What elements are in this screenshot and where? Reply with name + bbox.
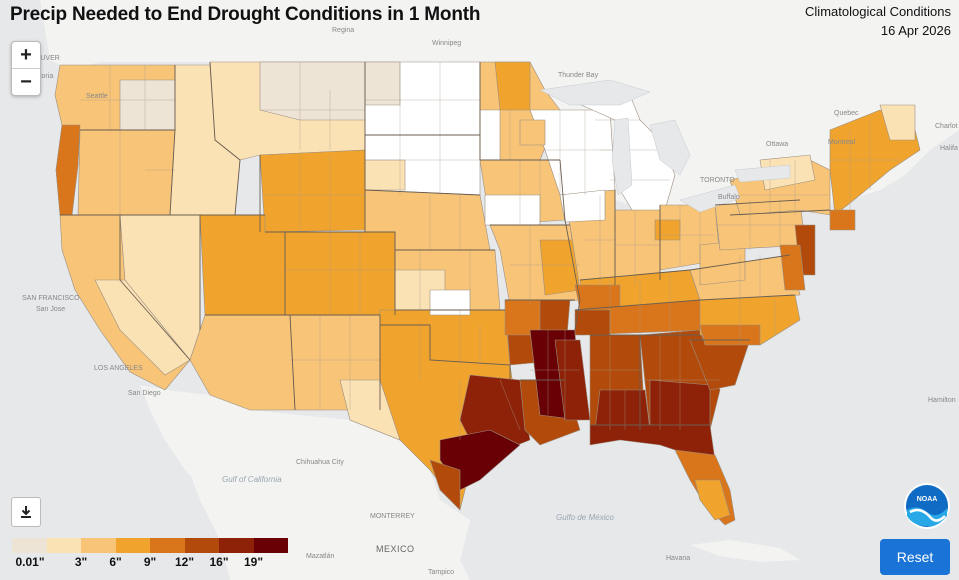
download-icon bbox=[21, 506, 31, 518]
noaa-logo: NOAA bbox=[904, 483, 950, 529]
legend-label: 6" bbox=[109, 555, 122, 569]
label-monterrey: MONTERREY bbox=[370, 513, 415, 520]
label-hamilton: Hamilton bbox=[928, 397, 956, 404]
label-gulf-mexico: Gulfo de México bbox=[556, 513, 614, 522]
label-san-diego: San Diego bbox=[128, 390, 161, 397]
legend-swatch bbox=[219, 538, 254, 553]
legend-labels: 0.01" 3" 6" 9" 12" 16" 19" bbox=[12, 553, 288, 571]
zoom-in-button[interactable]: + bbox=[20, 43, 32, 66]
download-button[interactable] bbox=[11, 497, 41, 527]
legend-swatch bbox=[46, 538, 81, 553]
legend-label: 9" bbox=[143, 555, 157, 569]
legend-swatch bbox=[184, 538, 219, 553]
data-source-label: Climatological Conditions bbox=[805, 4, 951, 19]
label-mexico: MEXICO bbox=[376, 544, 415, 554]
legend-label: 3" bbox=[74, 555, 88, 569]
zoom-out-button[interactable]: − bbox=[12, 68, 40, 95]
label-san-francisco: SAN FRANCISCO bbox=[22, 295, 80, 302]
label-ottawa: Ottawa bbox=[766, 141, 788, 148]
baja-land bbox=[140, 385, 215, 490]
map-meta: Climatological Conditions 16 Apr 2026 bbox=[805, 2, 951, 40]
legend: 0.01" 3" 6" 9" 12" 16" 19" bbox=[12, 538, 288, 571]
label-buffalo: Buffalo bbox=[718, 194, 740, 201]
map-title: Precip Needed to End Drought Conditions … bbox=[10, 4, 481, 25]
label-toronto: TORONTO bbox=[700, 177, 735, 184]
label-regina: Regina bbox=[332, 27, 354, 34]
legend-color-bar bbox=[12, 538, 288, 553]
label-thunder-bay: Thunder Bay bbox=[558, 72, 599, 79]
legend-swatch bbox=[81, 538, 116, 553]
legend-swatch bbox=[150, 538, 185, 553]
label-san-jose: San Jose bbox=[36, 306, 65, 313]
label-seattle: Seattle bbox=[86, 93, 108, 100]
label-havana: Havana bbox=[666, 555, 690, 562]
legend-label: 0.01" bbox=[15, 555, 45, 569]
legend-swatch bbox=[12, 538, 47, 553]
legend-swatch bbox=[253, 538, 288, 553]
noaa-logo-text: NOAA bbox=[917, 496, 938, 503]
label-victoria: Victoria bbox=[30, 73, 53, 80]
cuba-land bbox=[690, 540, 800, 562]
division-lines bbox=[80, 62, 900, 440]
great-lakes bbox=[539, 79, 791, 213]
legend-label: 12" bbox=[174, 555, 195, 569]
data-date-label: 16 Apr 2026 bbox=[880, 23, 951, 38]
label-quebec: Quebec bbox=[834, 110, 859, 117]
label-montreal: Montreal bbox=[828, 139, 856, 146]
label-charlottetown: Charlot bbox=[935, 123, 958, 130]
label-gulf-california: Gulf of California bbox=[222, 475, 282, 484]
label-halifax: Halifa bbox=[940, 145, 958, 152]
map-labels: VANCOUVER Victoria Seattle Regina Winnip… bbox=[16, 27, 958, 576]
label-los-angeles: LOS ANGELES bbox=[94, 365, 143, 372]
legend-swatch bbox=[115, 538, 150, 553]
label-mazatlan: Mazatlán bbox=[306, 553, 335, 560]
legend-label: 16" bbox=[209, 555, 229, 569]
label-winnipeg: Winnipeg bbox=[432, 40, 461, 47]
legend-label: 19" bbox=[243, 555, 264, 569]
state-borders bbox=[60, 61, 831, 430]
reset-button[interactable]: Reset bbox=[880, 539, 950, 575]
canada-land bbox=[40, 0, 959, 225]
label-chihuahua: Chihuahua City bbox=[296, 459, 344, 466]
zoom-control: + − bbox=[11, 41, 41, 96]
label-tampico: Tampico bbox=[428, 569, 454, 576]
